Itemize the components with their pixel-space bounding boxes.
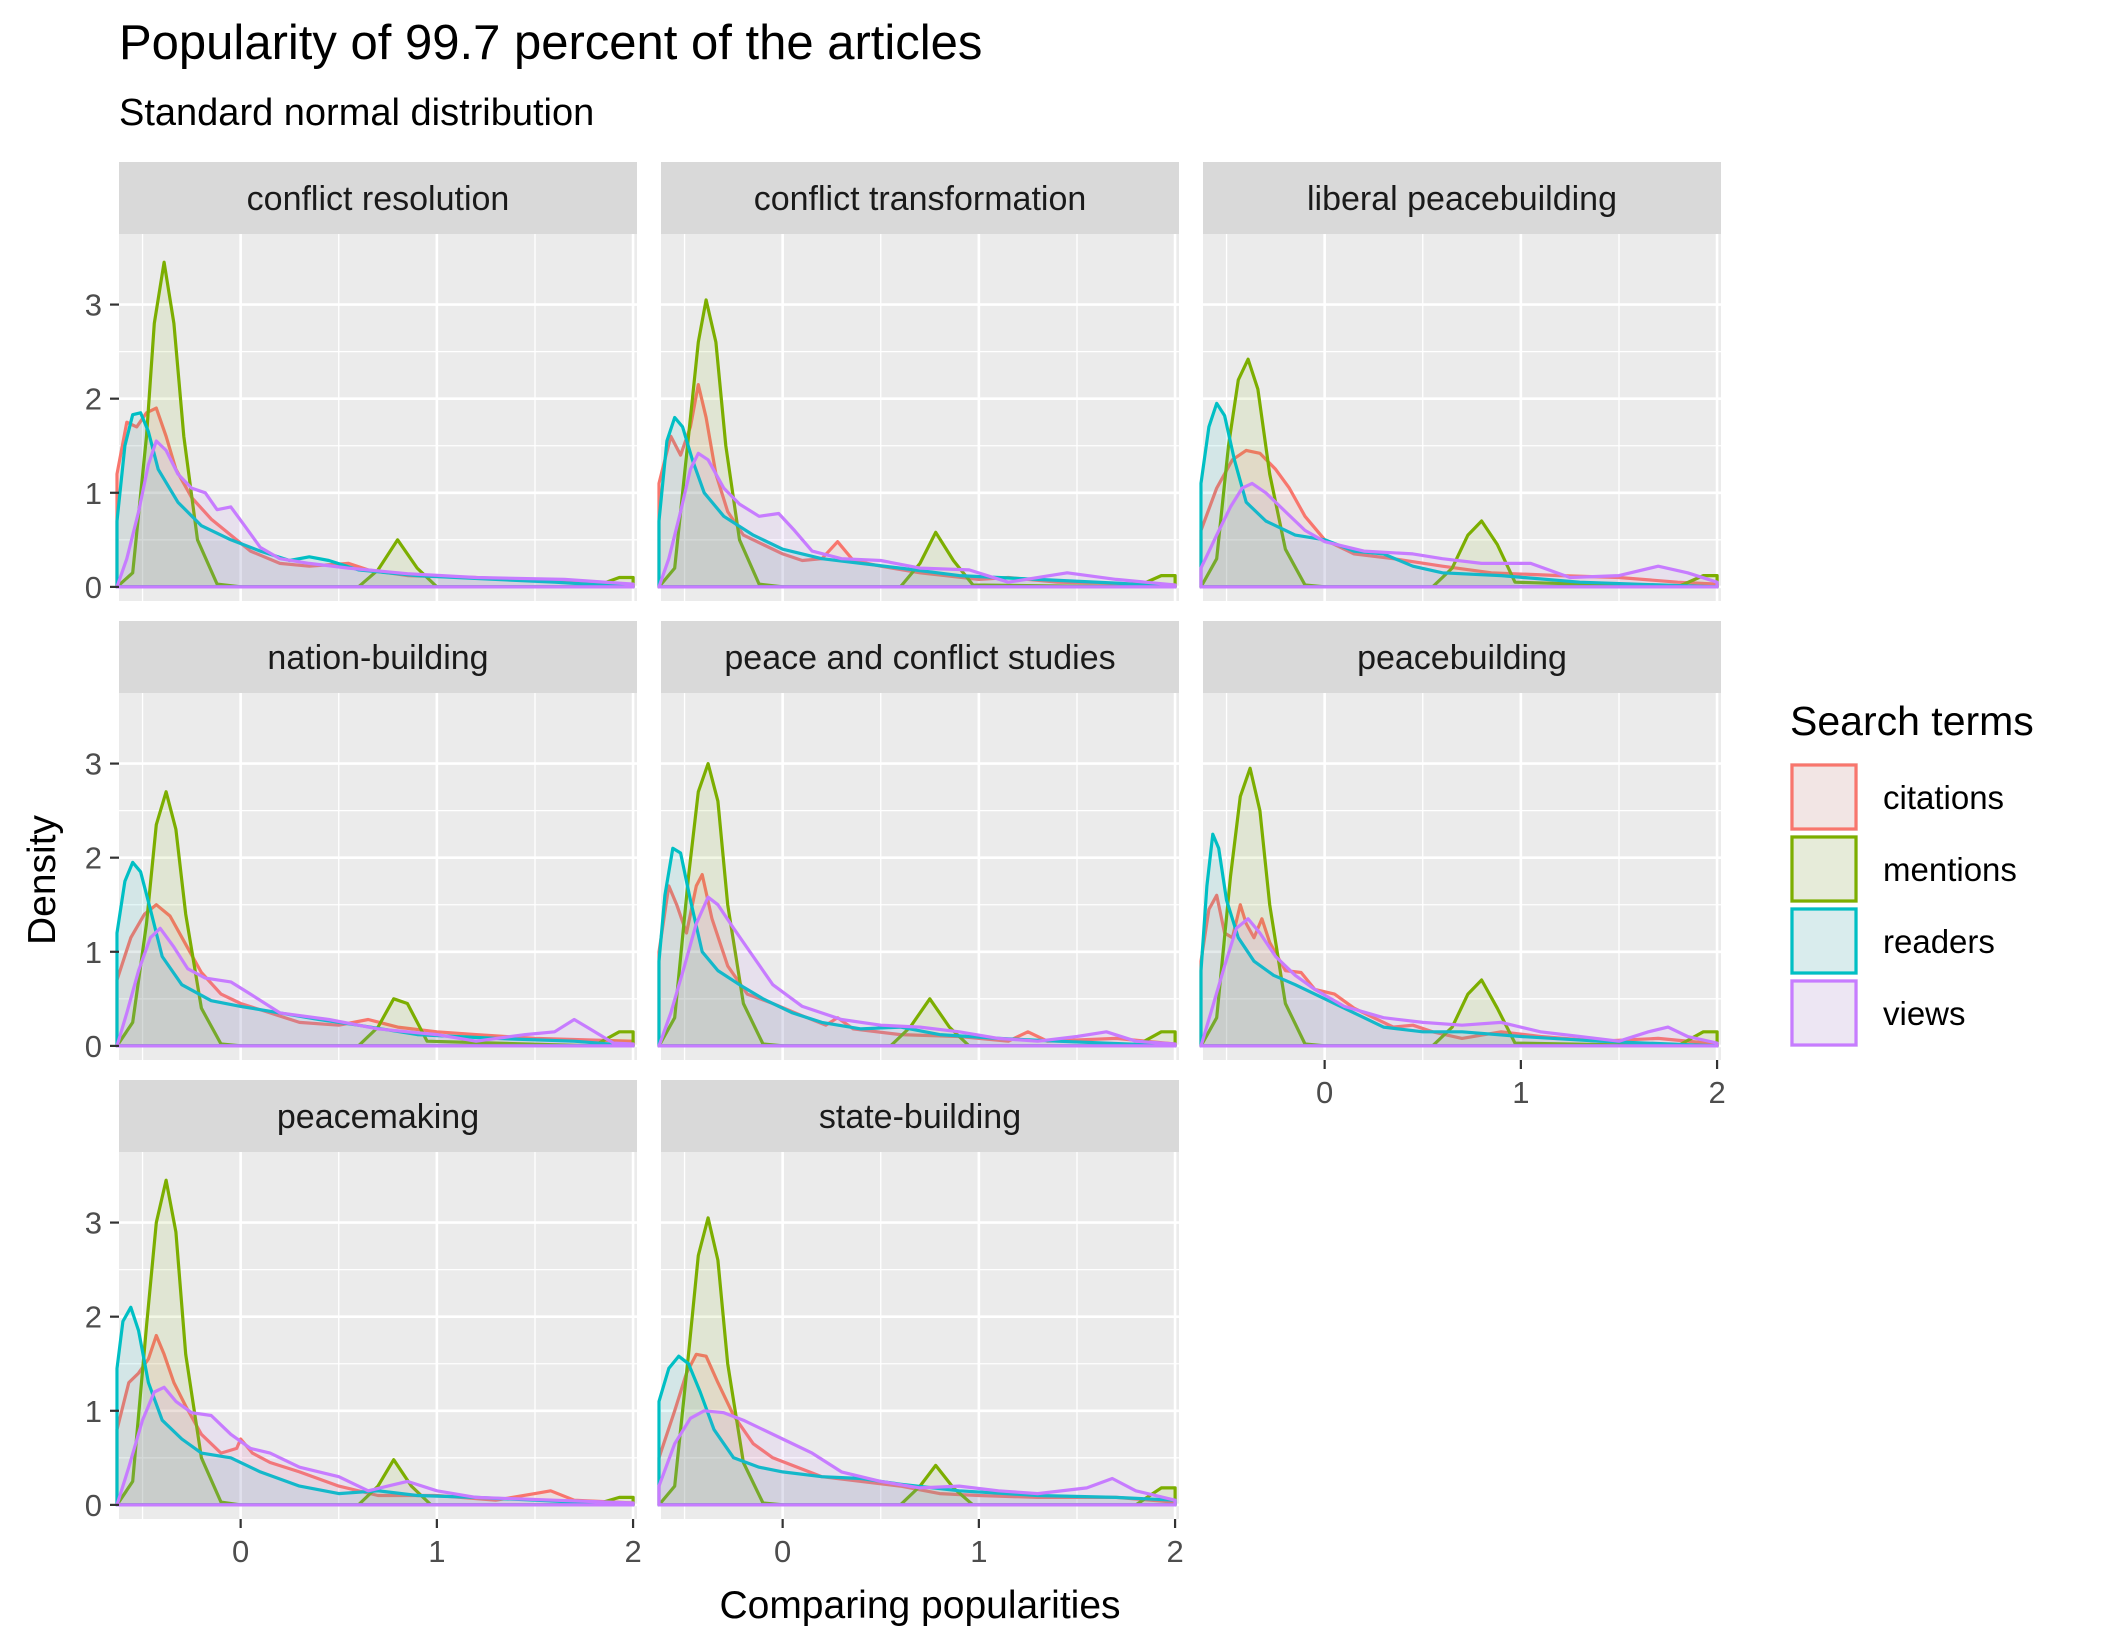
density-curve-readers: [115, 860, 635, 1048]
facet-strip: [661, 621, 1179, 693]
y-tick-label: 3: [85, 747, 102, 782]
x-tick-label: 1: [1512, 1075, 1529, 1110]
density-curve-readers: [657, 1354, 1177, 1507]
facet-panel: state-building 0 1 2: [657, 1080, 1184, 1569]
x-axis-title: Comparing popularities: [719, 1584, 1120, 1627]
legend: Search terms citations mentions readers vie…: [1790, 698, 2034, 1047]
legend-label-citations: citations: [1883, 779, 2004, 816]
facet-strip-label: conflict resolution: [247, 180, 510, 218]
facet-strip: [661, 1080, 1179, 1152]
y-axis-title: Density: [21, 814, 64, 945]
facet-panel: peacemaking 0 1 2 3 0 1 2: [85, 1080, 642, 1569]
legend-label-mentions: mentions: [1883, 851, 2017, 888]
facet-panel: liberal peacebuilding: [1199, 162, 1721, 601]
density-curve-views: [1199, 917, 1719, 1048]
legend-key-background: [1790, 835, 1858, 903]
y-tick-label: 2: [85, 841, 102, 876]
chart-title: Popularity of 99.7 percent of the articl…: [119, 16, 982, 70]
density-curve-readers: [1199, 832, 1719, 1048]
density-curve-views: [115, 1385, 635, 1507]
density-curve-views: [115, 926, 635, 1048]
density-curve-readers: [657, 415, 1177, 589]
facet-strip: [1203, 621, 1721, 693]
legend-label-views: views: [1883, 995, 1966, 1032]
legend-key-background: [1790, 763, 1858, 831]
x-tick-label: 1: [428, 1534, 445, 1569]
density-curve-views: [1199, 481, 1719, 589]
y-tick-label: 1: [85, 1394, 102, 1429]
x-tick-label: 0: [232, 1534, 249, 1569]
legend-title: Search terms: [1790, 698, 2034, 744]
y-tick-label: 1: [85, 935, 102, 970]
facet-strip-label: liberal peacebuilding: [1307, 180, 1617, 218]
facet-strip-label: peacemaking: [277, 1098, 479, 1136]
facet-strip: [1203, 162, 1721, 234]
density-curve-views: [657, 1409, 1177, 1507]
density-curve-readers: [1199, 401, 1719, 589]
y-tick-label: 0: [85, 570, 102, 605]
facet-panel: peace and conflict studies: [657, 621, 1179, 1060]
facet-strip: [119, 621, 637, 693]
legend-key-mentions: [1790, 835, 1858, 903]
facet-strip: [661, 162, 1179, 234]
facet-panel: peacebuilding 0 1 2: [1199, 621, 1726, 1110]
facet-panel: conflict resolution 0 1 2 3: [85, 162, 637, 605]
facet-strip-label: peace and conflict studies: [724, 639, 1115, 677]
legend-entries: citations mentions readers views: [1790, 763, 2017, 1047]
legend-key-citations: [1790, 763, 1858, 831]
chart-subtitle: Standard normal distribution: [119, 92, 594, 134]
facet-panels: conflict resolution 0 1 2 3 conflict transfor…: [85, 162, 1726, 1569]
facet-panel: nation-building 0 1 2 3: [85, 621, 637, 1064]
facet-strip: [119, 1080, 637, 1152]
facet-strip-label: peacebuilding: [1357, 639, 1567, 677]
y-tick-label: 3: [85, 288, 102, 323]
facet-strip: [119, 162, 637, 234]
legend-label-readers: readers: [1883, 923, 1995, 960]
x-tick-label: 2: [1708, 1075, 1725, 1110]
legend-key-background: [1790, 979, 1858, 1047]
x-tick-label: 2: [624, 1534, 641, 1569]
y-tick-label: 0: [85, 1488, 102, 1523]
density-curve-views: [657, 451, 1177, 589]
y-tick-label: 2: [85, 382, 102, 417]
legend-key-readers: [1790, 907, 1858, 975]
legend-key-views: [1790, 979, 1858, 1047]
legend-key-background: [1790, 907, 1858, 975]
facet-panel: conflict transformation: [657, 162, 1179, 601]
density-curve-views: [657, 895, 1177, 1048]
density-curve-views: [115, 439, 635, 589]
y-tick-label: 0: [85, 1029, 102, 1064]
x-tick-label: 2: [1166, 1534, 1183, 1569]
x-tick-label: 1: [970, 1534, 987, 1569]
y-tick-label: 1: [85, 476, 102, 511]
x-tick-label: 0: [774, 1534, 791, 1569]
y-tick-label: 3: [85, 1206, 102, 1241]
x-tick-label: 0: [1316, 1075, 1333, 1110]
y-tick-label: 2: [85, 1300, 102, 1335]
facet-strip-label: nation-building: [267, 639, 488, 677]
facet-strip-label: conflict transformation: [754, 180, 1087, 218]
facet-strip-label: state-building: [819, 1098, 1021, 1136]
